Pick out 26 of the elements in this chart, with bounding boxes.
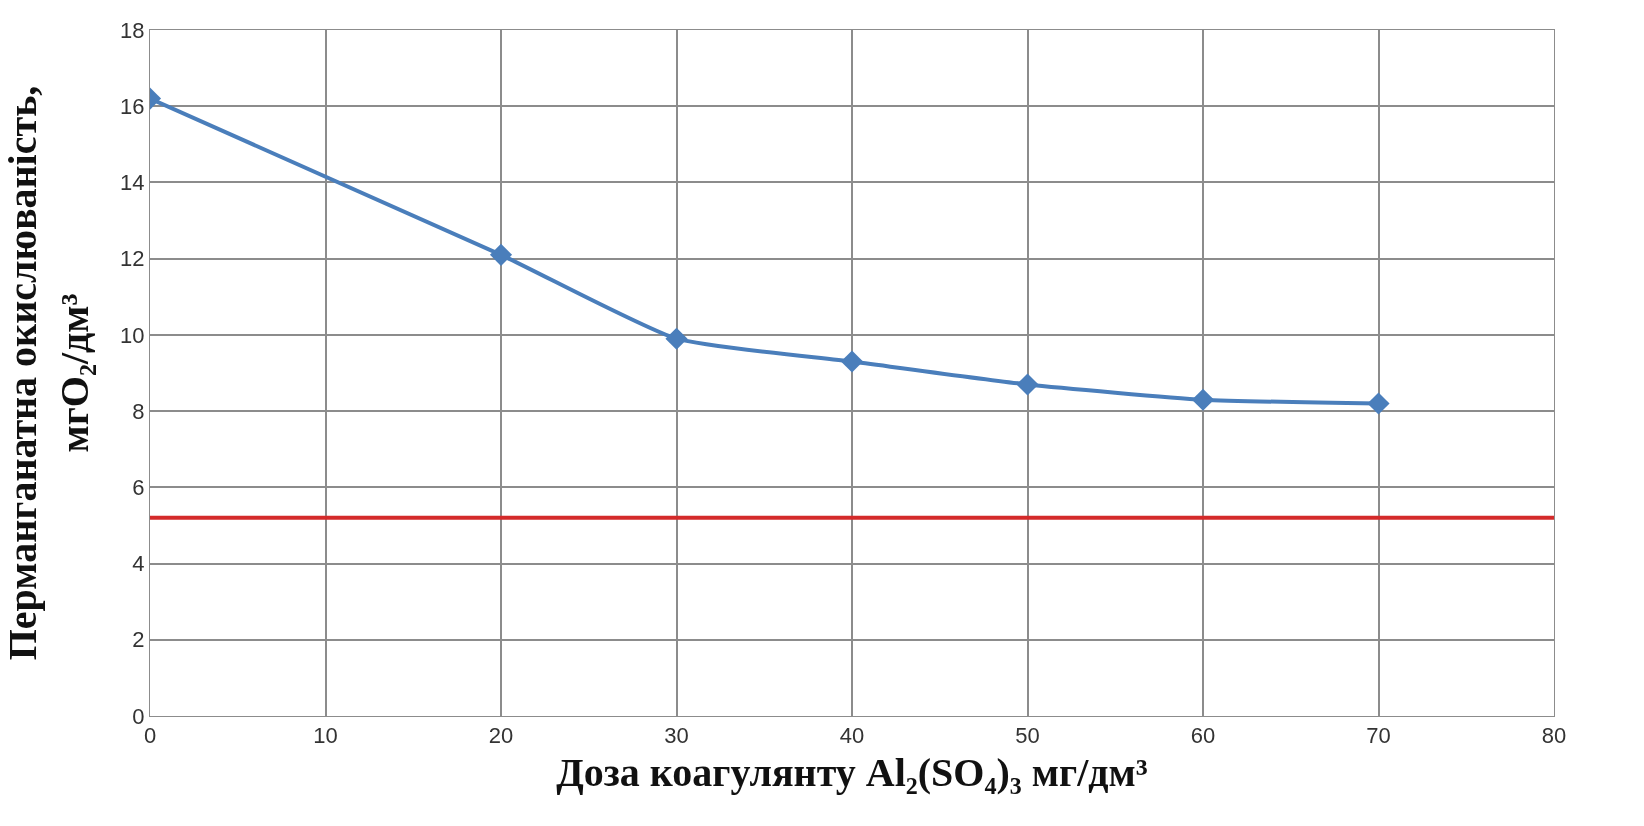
y-tick-label: 6 [132, 475, 145, 501]
point [489, 243, 513, 266]
point [1191, 388, 1215, 411]
y-tick-label: 12 [120, 246, 145, 272]
x-tick-label: 60 [1190, 723, 1216, 749]
y-tick-label: 8 [132, 398, 145, 424]
y-tick-label: 4 [132, 551, 145, 577]
y-tick-label: 2 [132, 627, 145, 653]
point [1367, 392, 1390, 415]
x-tick-label: 80 [1541, 723, 1567, 749]
y-tick-label: 10 [120, 322, 145, 348]
y-tick-label: 14 [120, 170, 145, 196]
y-tick-label: 16 [120, 93, 145, 119]
y-tick-label: 0 [132, 703, 145, 729]
x-tick-label: 20 [488, 723, 514, 749]
point [1016, 373, 1039, 396]
x-tick-label: 70 [1366, 723, 1391, 749]
x-tick-label: 30 [664, 723, 689, 749]
point [840, 350, 864, 373]
point [665, 327, 688, 350]
x-tick-label: 40 [839, 723, 865, 749]
x-axis-title: Доза коагулянту Al₂(SO₄)₃ мг/дм³ [556, 749, 1148, 795]
y-axis-title: Перманганатна окислюваність, мгO₂/дм³ [0, 85, 97, 661]
x-tick-label: 10 [313, 723, 338, 749]
x-tick-label: 50 [1015, 723, 1040, 749]
y-tick-label: 18 [120, 17, 145, 43]
